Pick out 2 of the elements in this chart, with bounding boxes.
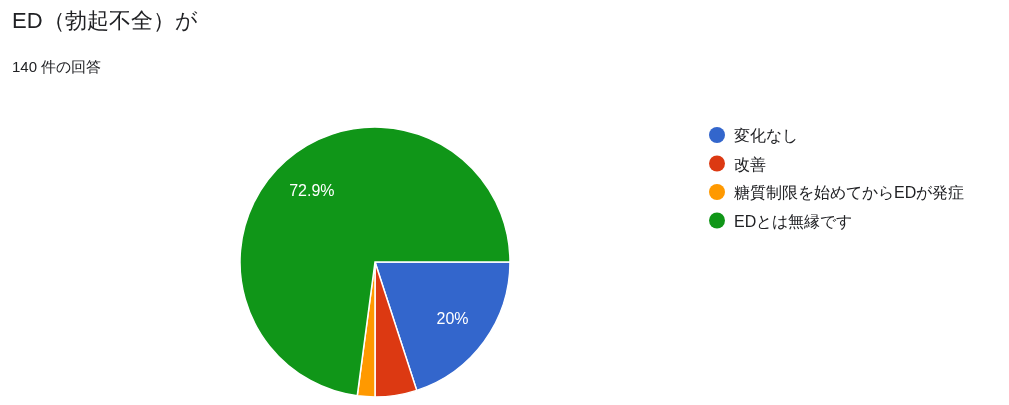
title: ED（勃起不全）が — [12, 8, 198, 33]
subtitle: 140 件の回答 — [12, 58, 102, 75]
